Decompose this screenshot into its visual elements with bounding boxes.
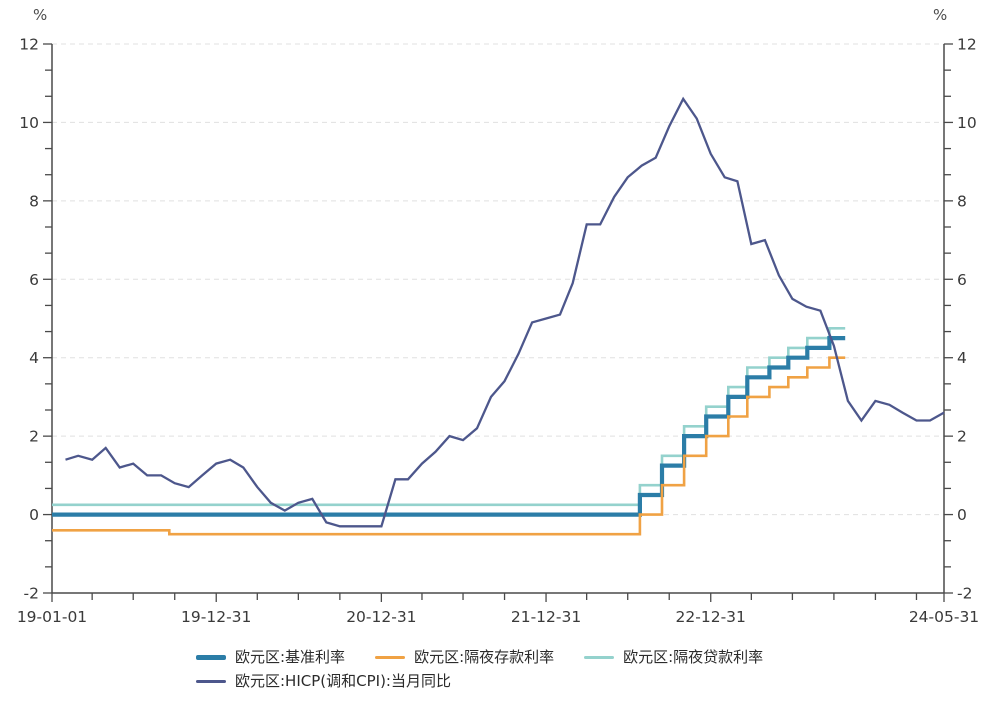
y-tick-label-left: 2 [29, 428, 39, 446]
y-tick-label-right: -2 [957, 585, 972, 603]
chart-canvas: -2 -2 0 0 2 2 4 4 6 6 8 8 10 10 12 12 19-01-01 19-12-31 20… [17, 36, 979, 627]
axes [51, 44, 945, 594]
legend-label-lending: 欧元区:隔夜贷款利率 [623, 648, 764, 666]
y-tick-label-left: 6 [29, 271, 39, 289]
legend-item-lending: 欧元区:隔夜贷款利率 [584, 650, 763, 665]
right-axis-unit-label: % [933, 6, 948, 24]
x-tick-label: 19-12-31 [181, 608, 251, 626]
legend-label-hicp: 欧元区:HICP(调和CPI):当月同比 [235, 672, 451, 690]
legend-row: 欧元区:基准利率 欧元区:隔夜存款利率 欧元区:隔夜贷款利率 [196, 650, 763, 665]
left-axis-unit-label: % [33, 6, 48, 24]
legend-label-deposit: 欧元区:隔夜存款利率 [414, 648, 555, 666]
y-tick-label-left: -2 [24, 585, 39, 603]
series-line-hicp [65, 96, 945, 528]
series-lines [52, 96, 945, 536]
series-line-mro [52, 336, 846, 517]
legend-swatch-deposit [375, 655, 406, 660]
y-tick-label-left: 8 [29, 192, 39, 210]
x-tick-label: 19-01-01 [17, 608, 87, 626]
legend-item-mro: 欧元区:基准利率 [196, 650, 345, 665]
legend-swatch-mro [196, 655, 226, 660]
legend-row: 欧元区:HICP(调和CPI):当月同比 [196, 674, 763, 689]
y-tick-label-left: 4 [29, 349, 39, 367]
y-tick-label-right: 0 [957, 506, 967, 524]
x-tick-label: 22-12-31 [676, 608, 746, 626]
legend-label-mro: 欧元区:基准利率 [235, 648, 346, 666]
chart-legend: 欧元区:基准利率 欧元区:隔夜存款利率 欧元区:隔夜贷款利率欧元区:HICP(调和C… [196, 650, 763, 689]
legend-item-hicp: 欧元区:HICP(调和CPI):当月同比 [196, 674, 451, 689]
y-tick-label-right: 6 [957, 271, 967, 289]
legend-swatch-lending [584, 655, 615, 660]
series-line-deposit [52, 356, 846, 536]
y-tick-label-left: 0 [29, 506, 39, 524]
y-axis-ticks: -2 -2 0 0 2 2 4 4 6 6 8 8 10 10 12 12 [19, 36, 976, 603]
x-tick-label: 24-05-31 [909, 608, 979, 626]
x-tick-label: 20-12-31 [346, 608, 416, 626]
y-tick-label-left: 12 [19, 36, 39, 54]
x-tick-label: 21-12-31 [511, 608, 581, 626]
y-tick-label-right: 10 [957, 114, 977, 132]
legend-swatch-hicp [196, 679, 226, 684]
y-tick-label-left: 10 [19, 114, 39, 132]
legend-item-deposit: 欧元区:隔夜存款利率 [375, 650, 554, 665]
y-tick-label-right: 2 [957, 428, 967, 446]
y-tick-label-right: 4 [957, 349, 967, 367]
gridlines [52, 43, 944, 516]
y-tick-label-right: 8 [957, 192, 967, 210]
y-tick-label-right: 12 [957, 36, 977, 54]
x-axis-ticks: 19-01-01 19-12-31 20-12-31 21-12-31 22-12-31… [17, 593, 979, 626]
